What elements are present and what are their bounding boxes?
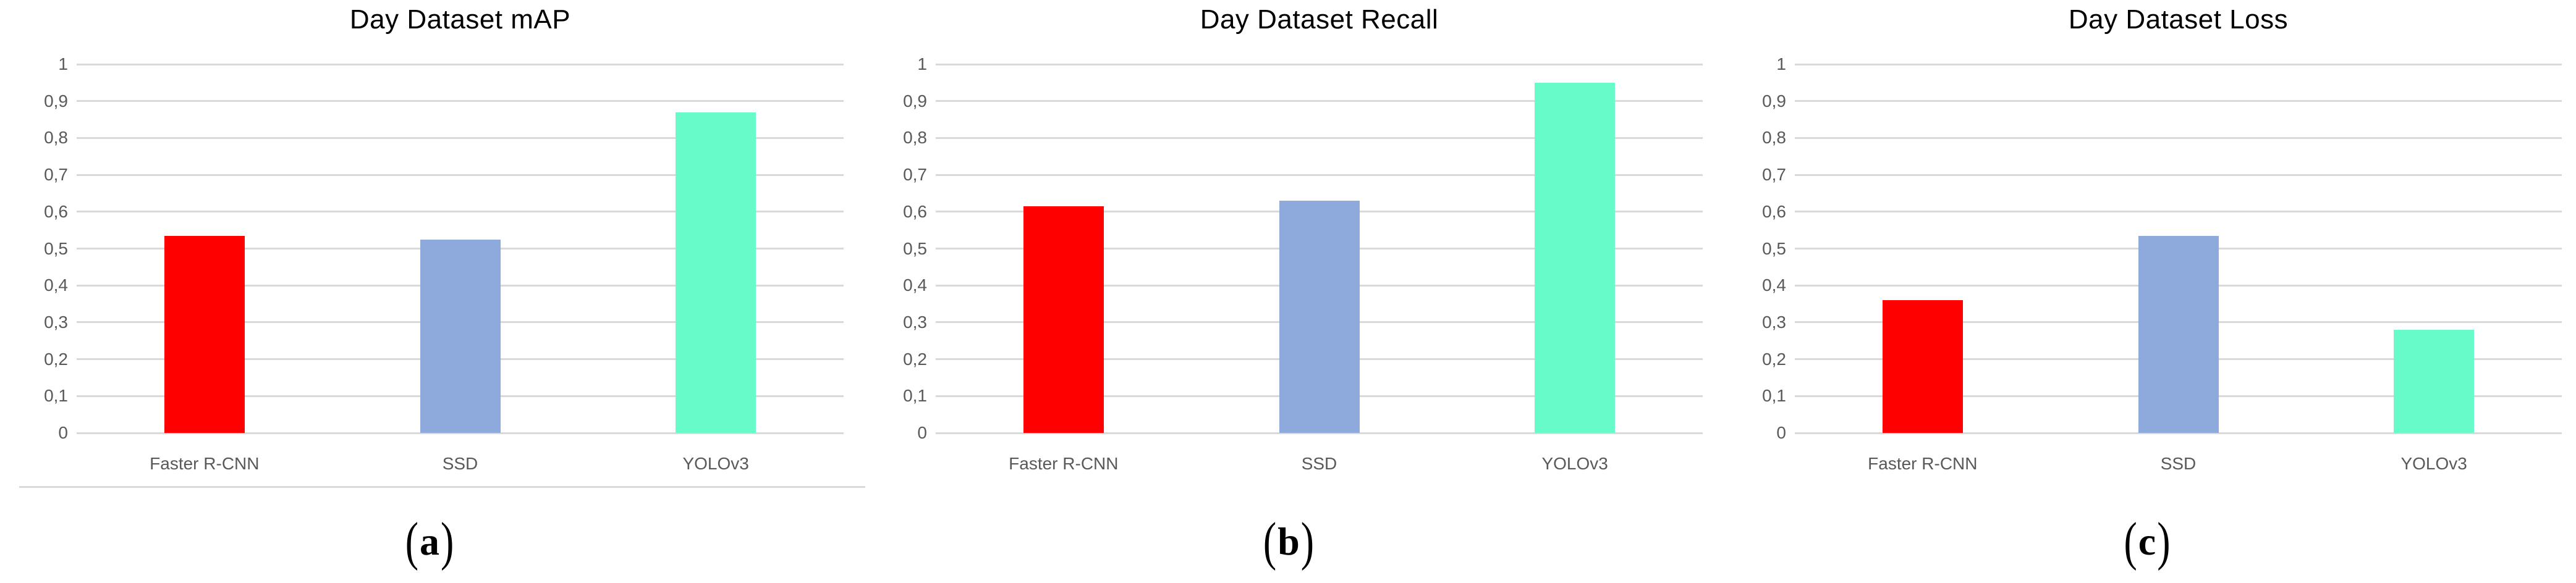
y-tick-label-0-2: 0,2 — [44, 349, 68, 369]
gridline-0 — [1795, 432, 2562, 434]
caption-letter: a — [420, 519, 439, 563]
caption-close-paren: ) — [441, 511, 454, 571]
y-tick-label-1: 1 — [1776, 54, 1786, 73]
bar-faster-r-cnn — [164, 235, 245, 433]
x-category-label-ssd: SSD — [442, 454, 478, 473]
gridline-0 — [936, 432, 1703, 434]
gridline-0-8 — [77, 136, 844, 139]
gridline-0-7 — [1795, 174, 2562, 176]
x-category-label-faster-r-cnn: Faster R-CNN — [1868, 454, 1978, 473]
bar-faster-r-cnn — [1882, 300, 1963, 433]
x-category-label-ssd: SSD — [1301, 454, 1337, 473]
chart-title: Day Dataset Recall — [1200, 4, 1439, 35]
figure-caption-c: (c) — [1718, 511, 2576, 571]
y-tick-label-0-1: 0,1 — [903, 386, 927, 406]
x-category-label-yolov3: YOLOv3 — [682, 454, 749, 473]
y-tick-label-0-6: 0,6 — [44, 201, 68, 221]
y-tick-label-1: 1 — [917, 54, 927, 73]
bar-ssd — [2138, 235, 2219, 433]
bar-faster-r-cnn — [1023, 206, 1104, 433]
y-tick-label-0-5: 0,5 — [1762, 238, 1786, 258]
bar-yolov3 — [2394, 329, 2475, 433]
y-tick-label-0-1: 0,1 — [1762, 386, 1786, 406]
gridline-0 — [77, 432, 844, 434]
caption-open-paren: ( — [1263, 511, 1277, 571]
y-tick-label-0: 0 — [917, 423, 927, 442]
gridline-1 — [77, 63, 844, 65]
gridline-0-8 — [936, 136, 1703, 139]
caption-open-paren: ( — [2124, 511, 2137, 571]
caption-letter: b — [1277, 519, 1300, 563]
y-tick-label-0-7: 0,7 — [903, 165, 927, 185]
y-tick-label-0: 0 — [58, 423, 68, 442]
y-tick-label-0-4: 0,4 — [44, 275, 68, 295]
x-category-label-faster-r-cnn: Faster R-CNN — [150, 454, 260, 473]
chart-title: Day Dataset mAP — [349, 4, 571, 35]
chart-title: Day Dataset Loss — [2068, 4, 2289, 35]
y-tick-label-0-3: 0,3 — [903, 312, 927, 332]
gridline-1 — [936, 63, 1703, 65]
y-tick-label-0-8: 0,8 — [44, 128, 68, 148]
plot-area — [77, 63, 844, 434]
y-tick-label-0-2: 0,2 — [903, 349, 927, 369]
y-tick-label-0-3: 0,3 — [1762, 312, 1786, 332]
y-tick-label-0-4: 0,4 — [1762, 275, 1786, 295]
y-tick-label-0: 0 — [1776, 423, 1786, 442]
x-category-label-faster-r-cnn: Faster R-CNN — [1009, 454, 1119, 473]
figure-caption-b: (b) — [859, 511, 1718, 571]
y-tick-label-0-3: 0,3 — [44, 312, 68, 332]
gridline-0-7 — [77, 174, 844, 176]
y-tick-label-0-6: 0,6 — [1762, 201, 1786, 221]
plot-area — [936, 63, 1703, 434]
caption-close-paren: ) — [2157, 511, 2171, 571]
y-tick-label-0-4: 0,4 — [903, 275, 927, 295]
gridline-0-6 — [77, 211, 844, 213]
divider-line — [19, 486, 865, 488]
bar-yolov3 — [676, 112, 756, 433]
bar-yolov3 — [1535, 82, 1616, 433]
caption-close-paren: ) — [1300, 511, 1315, 571]
plot-area — [1795, 63, 2562, 434]
caption-open-paren: ( — [405, 511, 418, 571]
y-tick-label-0-7: 0,7 — [1762, 165, 1786, 185]
y-tick-label-0-5: 0,5 — [44, 238, 68, 258]
caption-letter: c — [2138, 519, 2156, 563]
y-tick-label-0-9: 0,9 — [903, 91, 927, 111]
bar-ssd — [420, 239, 501, 433]
chart-panel-c: Day Dataset Loss (c) 0 0,1 0,2 0,3 0,4 0,5 0,6… — [1718, 0, 2576, 583]
x-category-label-ssd: SSD — [2160, 454, 2197, 473]
y-tick-label-0-9: 0,9 — [1762, 91, 1786, 111]
gridline-0-6 — [1795, 211, 2562, 213]
gridline-0-9 — [1795, 100, 2562, 103]
bar-ssd — [1279, 200, 1360, 433]
chart-panel-a: Day Dataset mAP (a) 0 0,1 0,2 0,3 0,4 0,5 0,6 0… — [0, 0, 865, 583]
y-tick-label-0-1: 0,1 — [44, 386, 68, 406]
y-tick-label-0-9: 0,9 — [44, 91, 68, 111]
y-tick-label-0-6: 0,6 — [903, 201, 927, 221]
gridline-0-9 — [936, 100, 1703, 103]
gridline-0-7 — [936, 174, 1703, 176]
y-tick-label-0-5: 0,5 — [903, 238, 927, 258]
x-category-label-yolov3: YOLOv3 — [1541, 454, 1608, 473]
y-tick-label-1: 1 — [58, 54, 68, 73]
y-tick-label-0-7: 0,7 — [44, 165, 68, 185]
gridline-0-9 — [77, 100, 844, 103]
chart-panel-b: Day Dataset Recall (b) 0 0,1 0,2 0,3 0,4 0,5 0… — [859, 0, 1718, 583]
x-category-label-yolov3: YOLOv3 — [2400, 454, 2467, 473]
gridline-1 — [1795, 63, 2562, 65]
figure-caption-a: (a) — [0, 511, 859, 571]
y-tick-label-0-2: 0,2 — [1762, 349, 1786, 369]
y-tick-label-0-8: 0,8 — [1762, 128, 1786, 148]
gridline-0-8 — [1795, 136, 2562, 139]
y-tick-label-0-8: 0,8 — [903, 128, 927, 148]
